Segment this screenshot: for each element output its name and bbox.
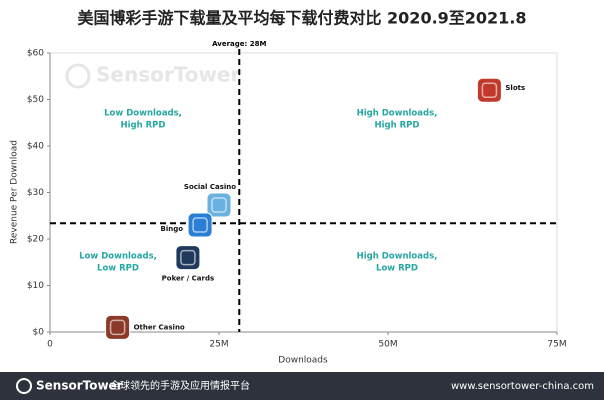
y-tick-label: $20 [27,235,44,245]
quadrant-label: Low Downloads, [79,252,157,262]
app-icon [105,314,131,340]
app-icon-inner [211,197,227,213]
point-label: Other Casino [134,323,185,331]
quadrant-label: High Downloads, [357,109,438,119]
app-icon-inner [109,319,126,336]
quadrant-label: Low RPD [97,264,139,274]
y-tick-label: $40 [27,142,44,152]
footer-bar [0,372,604,400]
app-icon [187,212,213,238]
quadrant-label: High RPD [121,121,166,131]
chart-title: 美国博彩手游下载量及平均每下载付费对比 2020.9至2021.8 [77,9,526,28]
app-icon-inner [192,217,208,233]
footer-logo [16,378,32,394]
y-tick-label: $0 [33,328,45,338]
footer-url: www.sensortower-china.com [451,381,594,392]
y-tick-label: $10 [27,281,44,291]
footer-brand: SensorTower [36,379,123,393]
y-tick-label: $30 [27,188,44,198]
app-icon-inner [180,249,196,266]
app-icon [206,192,232,218]
quadrant-label: High RPD [375,121,420,131]
app-icon [175,245,201,271]
point-label: Slots [505,84,525,92]
quadrant-label: High Downloads, [357,252,438,262]
x-axis-label: Downloads [278,356,328,366]
watermark: SensorTower [96,63,240,87]
footer-slogan: 全球领先的手游及应用情报平台 [110,379,250,392]
quadrant-label: Low RPD [376,264,418,274]
y-tick-label: $60 [27,49,44,59]
x-tick-label: 25M [209,340,228,350]
x-tick-label: 0 [47,340,53,350]
x-tick-label: 75M [547,340,566,350]
point-label: Bingo [161,225,184,233]
point-label: Poker / Cards [162,275,215,283]
app-icon-inner [481,82,498,98]
point-label: Social Casino [184,183,236,191]
y-tick-label: $50 [27,95,44,105]
quadrant-label: Low Downloads, [104,109,182,119]
watermark-logo [65,63,91,89]
average-downloads-label: Average: 28M [212,40,266,48]
x-tick-label: 50M [378,340,397,350]
y-axis-label: Revenue Per Download [10,140,20,244]
app-icon [476,77,502,103]
